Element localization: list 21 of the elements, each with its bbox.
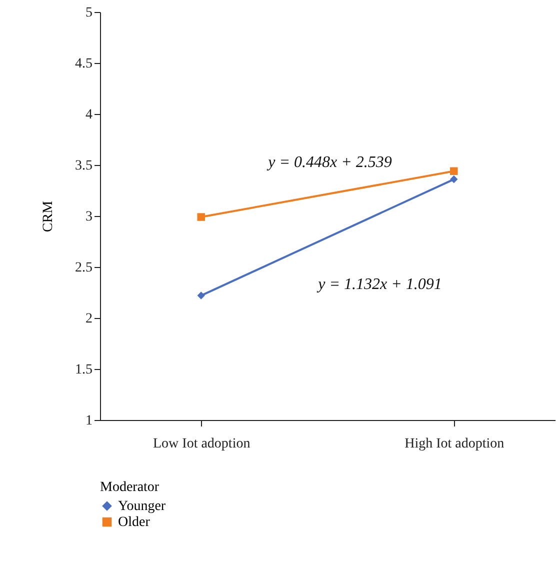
point bbox=[450, 167, 458, 175]
annotation: y = 0.448x + 2.539 bbox=[266, 154, 392, 171]
legend-label: Older bbox=[118, 515, 150, 530]
y-tick-label: 2 bbox=[86, 312, 92, 326]
annotation: y = 1.132x + 1.091 bbox=[316, 276, 442, 293]
y-tick-label: 3 bbox=[86, 210, 92, 224]
x-tick-label: Low Iot adoption bbox=[153, 436, 250, 452]
y-tick-label: 3.5 bbox=[75, 158, 92, 174]
y-tick-label: 2.5 bbox=[75, 260, 92, 276]
x-tick-label: High Iot adoption bbox=[404, 436, 504, 452]
y-axis-title: CRM bbox=[41, 200, 56, 232]
legend-title: Moderator bbox=[100, 480, 160, 495]
y-tick-label: 1.5 bbox=[75, 362, 92, 378]
y-tick-label: 4 bbox=[86, 108, 92, 122]
y-tick-label: 5 bbox=[86, 6, 92, 20]
y-tick-label: 4.5 bbox=[75, 56, 92, 72]
point bbox=[450, 175, 458, 184]
point bbox=[197, 292, 205, 300]
y-tick-label: 1 bbox=[86, 414, 92, 428]
point bbox=[197, 213, 205, 221]
legend-label: Younger bbox=[118, 499, 166, 514]
